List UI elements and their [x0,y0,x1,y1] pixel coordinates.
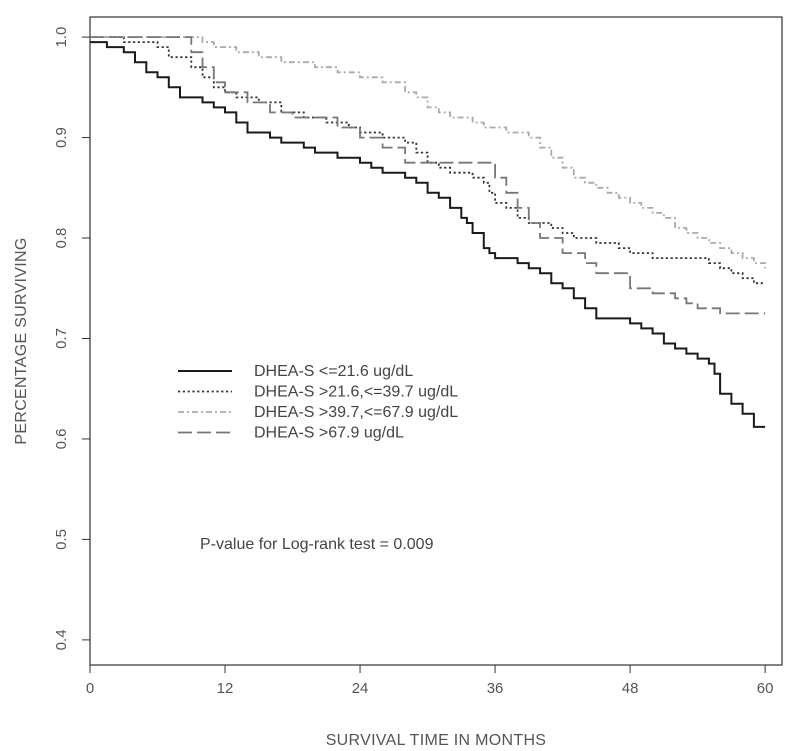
x-tick-label-60: 60 [757,680,774,697]
y-tick-label-0: 0.4 [53,629,70,650]
series-layer [90,36,766,428]
plot-frame [89,16,783,666]
series-line-1 [90,36,766,285]
x-axis: 0 12 24 36 48 60 [86,665,774,697]
y-tick-label-5: 0.9 [53,127,70,148]
x-tick-label-24: 24 [352,680,369,697]
legend: DHEA-S <=21.6 ug/dL DHEA-S >21.6,<=39.7 u… [178,363,458,442]
x-tick-label-0: 0 [86,680,94,697]
legend-label-0: DHEA-S <=21.6 ug/dL [254,363,413,380]
p-value-annotation: P-value for Log-rank test = 0.009 [200,536,434,553]
y-axis: 0.4 0.5 0.6 0.7 0.8 0.9 1.0 [53,27,90,650]
y-tick-label-3: 0.7 [53,328,70,349]
y-tick-label-4: 0.8 [53,228,70,249]
legend-label-2: DHEA-S >39.7,<=67.9 ug/dL [254,404,458,421]
y-tick-label-6: 1.0 [53,27,70,48]
series-line-2 [90,36,766,269]
x-tick-label-48: 48 [622,680,639,697]
legend-label-3: DHEA-S >67.9 ug/dL [254,425,404,442]
legend-label-1: DHEA-S >21.6,<=39.7 ug/dL [254,384,458,401]
y-tick-label-2: 0.6 [53,429,70,450]
x-tick-label-12: 12 [217,680,234,697]
series-line-0 [90,41,766,428]
y-tick-label-1: 0.5 [53,529,70,550]
series-line-3 [90,36,766,315]
x-tick-label-36: 36 [487,680,504,697]
y-axis-title: PERCENTAGE SURVIVING [13,237,30,444]
x-axis-title: SURVIVAL TIME IN MONTHS [326,732,547,749]
